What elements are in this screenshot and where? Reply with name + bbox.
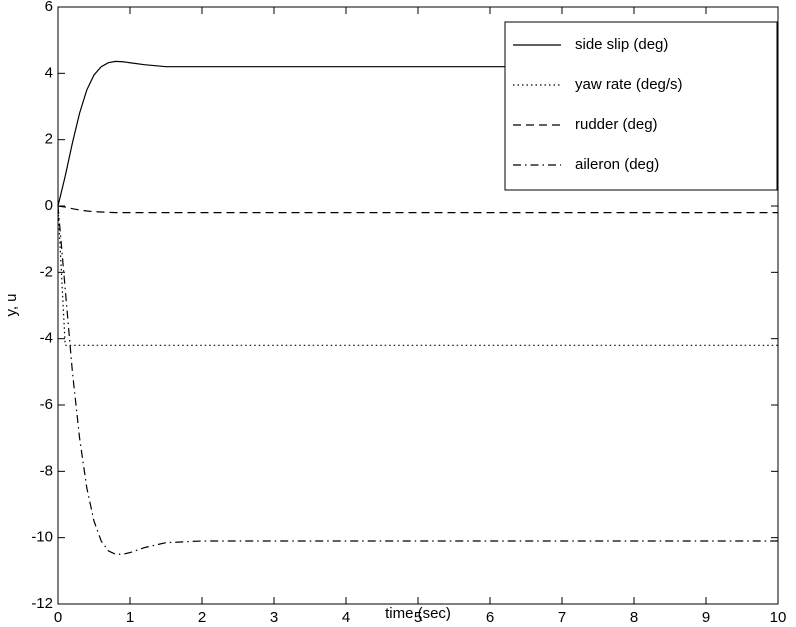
y-tick-label: 4 [45,64,53,81]
y-tick-label: -8 [40,462,53,479]
series-line [57,205,778,555]
x-tick-label: 7 [558,609,566,626]
x-tick-label: 9 [702,609,710,626]
series-line [57,205,778,214]
y-tick-label: -6 [40,396,53,413]
y-tick-label: 0 [45,197,53,214]
x-tick-label: 5 [414,609,422,626]
legend-box [504,21,778,191]
x-tick-label: 10 [770,609,787,626]
x-tick-label: 8 [630,609,638,626]
x-tick-label: 4 [342,609,350,626]
x-tick-label: 6 [486,609,494,626]
y-axis-label: y, u [3,293,20,316]
y-tick-label: 6 [45,0,53,15]
x-tick-label: 0 [54,609,62,626]
x-axis-label: time (sec) [385,605,451,622]
series-line [57,60,778,207]
y-tick-label: -4 [40,330,53,347]
legend-label: aileron (deg) [575,156,659,173]
y-tick-label: -2 [40,263,53,280]
x-tick-label: 2 [198,609,206,626]
x-tick-label: 3 [270,609,278,626]
y-tick-label: -10 [31,529,53,546]
y-tick-label: 2 [45,131,53,148]
x-tick-label: 1 [126,609,134,626]
legend-label: side slip (deg) [575,36,668,53]
y-tick-label: -12 [31,595,53,612]
legend-label: yaw rate (deg/s) [575,76,683,93]
series-line [57,205,778,346]
legend-label: rudder (deg) [575,116,658,133]
